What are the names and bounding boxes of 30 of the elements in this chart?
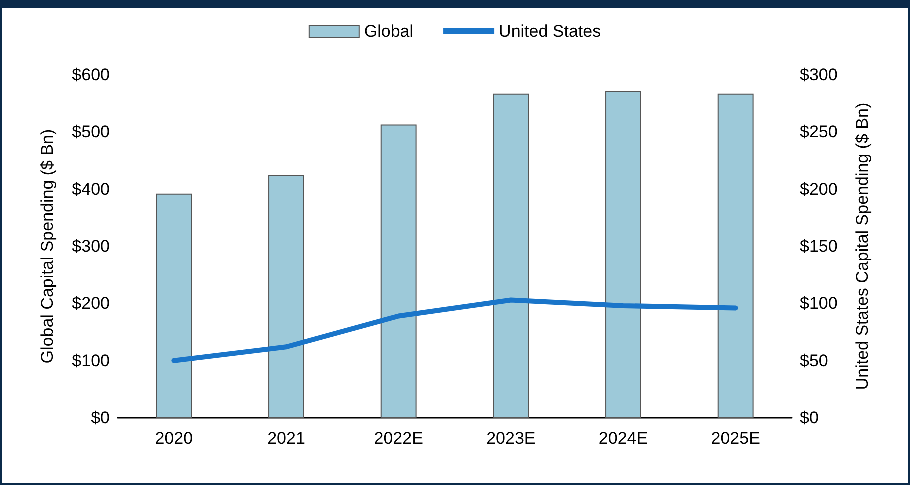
bar <box>606 91 642 418</box>
x-tick-label: 2020 <box>155 429 194 448</box>
x-tick-label: 2022E <box>374 429 424 448</box>
y-tick-label: $600 <box>72 66 110 84</box>
x-tick-label: 2023E <box>486 429 536 448</box>
y-tick-label: $300 <box>72 237 110 256</box>
y2-tick-label: $100 <box>800 294 838 314</box>
bar <box>718 94 754 418</box>
y-tick-label: $0 <box>91 408 110 428</box>
y2-axis-title: United States Capital Spending ($ Bn) <box>853 102 872 390</box>
y2-tick-label: $0 <box>800 408 819 428</box>
y-axis-title: Global Capital Spending ($ Bn) <box>38 129 57 364</box>
bar <box>493 94 530 418</box>
y2-tick-label: $200 <box>800 180 838 199</box>
y-tick-label: $100 <box>72 351 110 370</box>
x-tick-label: 2021 <box>268 429 306 448</box>
bar <box>156 194 192 418</box>
y-tick-label: $500 <box>72 122 110 142</box>
y-tick-label: $400 <box>72 180 110 199</box>
legend-label: Global <box>364 22 414 41</box>
bar <box>268 175 304 418</box>
bar <box>380 124 417 418</box>
y2-tick-label: $150 <box>800 237 838 256</box>
y2-tick-label: $250 <box>800 122 838 142</box>
legend-label: United States <box>499 22 602 41</box>
x-tick-label: 2024E <box>598 429 648 448</box>
y2-tick-label: $300 <box>800 66 838 84</box>
y2-tick-label: $50 <box>800 351 828 370</box>
x-tick-label: 2025E <box>711 429 760 448</box>
y-tick-label: $200 <box>72 294 110 314</box>
